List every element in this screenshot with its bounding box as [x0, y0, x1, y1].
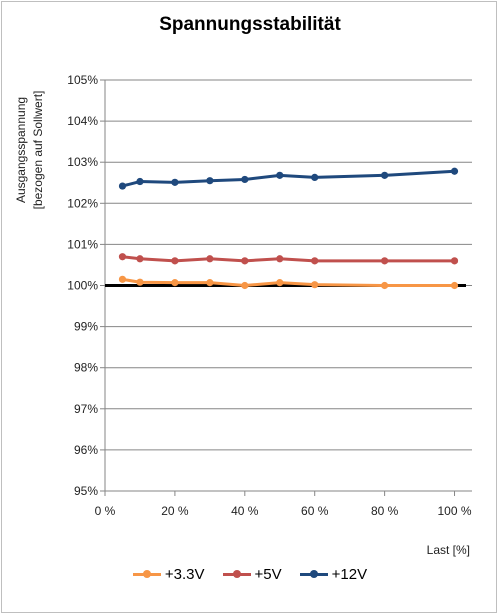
data-point-+5V [276, 255, 284, 263]
data-point-+3.3V [171, 279, 179, 287]
data-point-+12V [171, 178, 179, 186]
y-tick-label: 101% [67, 237, 98, 251]
x-tick-label: 80 % [371, 504, 399, 518]
x-tick-label: 60 % [301, 504, 329, 518]
y-tick-label: 96% [74, 443, 98, 457]
x-tick-label: 100 % [438, 504, 472, 518]
data-point-+5V [241, 257, 249, 265]
y-tick-label: 103% [67, 155, 98, 169]
y-axis-title: Ausgangsspannung [14, 97, 28, 203]
data-point-+5V [311, 257, 319, 265]
y-tick-label: 104% [67, 114, 98, 128]
data-point-+3.3V [311, 281, 319, 289]
x-tick-label: 20 % [161, 504, 189, 518]
data-point-+5V [171, 257, 179, 265]
legend-swatch-marker [309, 570, 318, 578]
y-tick-label: 102% [67, 196, 98, 210]
legend-swatch [222, 568, 251, 580]
data-point-+3.3V [136, 278, 144, 286]
legend-item: +12V [299, 565, 368, 583]
data-point-+5V [381, 257, 389, 265]
data-point-+5V [450, 257, 459, 265]
legend-item: +5V [222, 565, 282, 583]
data-point-+12V [118, 182, 127, 190]
data-point-+3.3V [381, 281, 389, 290]
data-point-+5V [206, 255, 214, 263]
y-tick-label: 98% [74, 361, 98, 375]
data-point-+3.3V [206, 279, 214, 287]
y-axis-subtitle: [bezogen auf Sollwert] [31, 91, 45, 210]
y-tick-label: 100% [67, 279, 98, 293]
data-point-+12V [311, 173, 319, 182]
axis-layer: 95% 96% 97% 98% 99% 100% 101% 102% 103% 104% 105% 0… [67, 73, 472, 518]
data-point-+5V [118, 253, 127, 261]
legend-swatch [132, 568, 161, 580]
legend-swatch-marker [232, 570, 241, 578]
legend-swatch-marker [142, 570, 151, 578]
data-point-+12V [241, 175, 249, 184]
data-point-+12V [276, 171, 284, 179]
data-point-+12V [450, 167, 459, 175]
data-point-+12V [206, 177, 214, 185]
y-tick-label: 95% [74, 484, 98, 498]
legend-item: +3.3V [132, 565, 205, 583]
series-layer [105, 167, 466, 290]
x-tick-label: 40 % [231, 504, 259, 518]
chart-title: Spannungsstabilität [159, 14, 341, 35]
data-point-+3.3V [241, 281, 249, 290]
data-point-+3.3V [276, 279, 284, 287]
y-tick-label: 97% [74, 402, 98, 416]
data-point-+12V [136, 177, 144, 186]
data-point-+5V [136, 255, 144, 263]
legend-label: +5V [254, 565, 282, 583]
data-point-+12V [381, 171, 389, 179]
legend-label: +12V [331, 565, 368, 583]
legend-swatch [299, 568, 328, 580]
legend-label: +3.3V [164, 565, 205, 583]
x-tick-label: 0 % [95, 504, 116, 518]
data-point-+3.3V [118, 275, 127, 283]
y-tick-label: 99% [74, 320, 98, 334]
x-axis-title: Last [%] [427, 543, 470, 557]
data-point-+3.3V [450, 281, 459, 290]
y-tick-label: 105% [67, 73, 98, 87]
legend: +3.3V +5V +12V [0, 563, 500, 585]
